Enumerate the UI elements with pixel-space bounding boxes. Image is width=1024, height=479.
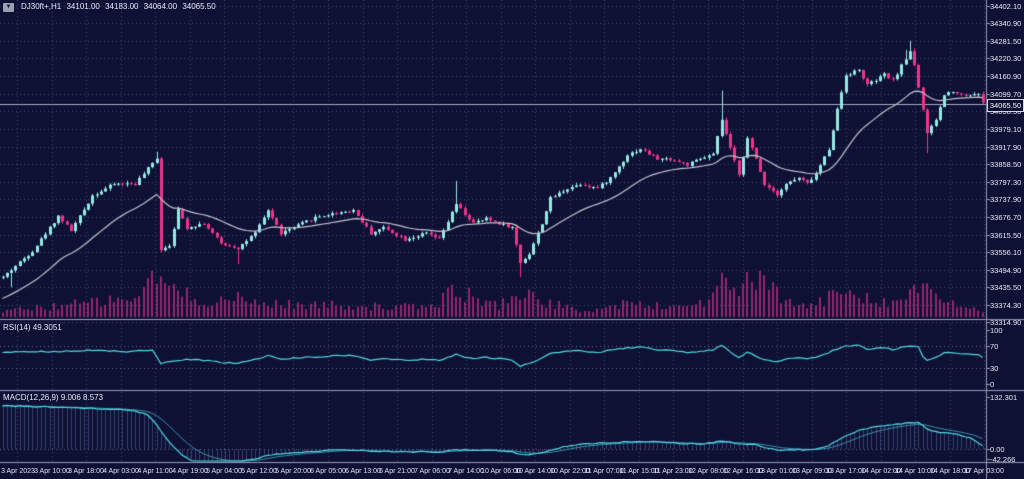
symbol-marker-icon: ▼	[3, 2, 14, 12]
rsi-axis-label: 30	[990, 364, 999, 373]
price-axis-label: 33314.90	[990, 318, 1022, 327]
macd-panel-label: MACD(12,26,9) 9.006 8.573	[3, 393, 103, 403]
price-axis-label: 34160.90	[990, 72, 1022, 81]
time-axis-label: 3 Apr 2023	[1, 468, 35, 475]
low-value: 34064.00	[143, 2, 178, 11]
price-axis-label: 33917.90	[990, 143, 1022, 152]
price-axis-label: 34340.90	[990, 19, 1022, 28]
time-axis-label: 7 Apr 14:00	[448, 468, 484, 475]
rsi-axis-label: 100	[990, 326, 1003, 335]
time-axis-label: 12 Apr 08:00	[688, 468, 728, 475]
high-value: 34183.00	[105, 2, 139, 11]
time-axis-label: 3 Apr 18:00	[68, 468, 104, 475]
price-axis-label: 33435.50	[990, 283, 1022, 292]
rsi-name: RSI(14)	[3, 323, 31, 332]
time-axis-label: 11 Apr 15:00	[619, 468, 659, 475]
price-axis-label: 34220.30	[990, 54, 1022, 63]
time-axis-label: 10 Apr 22:00	[550, 468, 590, 475]
price-axis-label: 33797.30	[990, 178, 1022, 187]
time-axis-label: 12 Apr 16:00	[723, 468, 763, 475]
time-axis-label: 4 Apr 03:00	[103, 468, 139, 475]
time-axis-label: 6 Apr 21:00	[379, 468, 415, 475]
time-axis-label: 11 Apr 23:00	[653, 468, 693, 475]
rsi-axis-label: 0	[990, 380, 995, 389]
symbol-ohlc-line: DJ30ft+,H1 34101.00 34183.00 34064.00 34…	[18, 2, 216, 12]
price-axis-label: 34402.10	[990, 2, 1022, 11]
price-axis-label: 33979.10	[990, 125, 1022, 134]
price-axis-label: 33737.90	[990, 195, 1022, 204]
time-axis-label: 6 Apr 05:00	[310, 468, 346, 475]
time-axis-label: 6 Apr 13:00	[345, 468, 381, 475]
time-axis-label: 5 Apr 12:00	[241, 468, 277, 475]
price-axis-label: 33676.70	[990, 213, 1022, 222]
time-axis-label: 14 Apr 18:00	[930, 468, 970, 475]
time-axis-label: 13 Apr 01:00	[757, 468, 797, 475]
time-axis-label: 14 Apr 02:00	[861, 468, 901, 475]
time-axis-label: 3 Apr 10:00	[34, 468, 70, 475]
chart-header: ▼ DJ30ft+,H1 34101.00 34183.00 34064.00 …	[3, 2, 216, 12]
time-axis-label: 14 Apr 10:00	[895, 468, 935, 475]
symbol-timeframe: DJ30ft+,H1	[21, 2, 62, 11]
close-value: 34065.50	[182, 2, 216, 11]
macd-name: MACD(12,26,9)	[3, 393, 59, 402]
rsi-axis-label: 70	[990, 342, 999, 351]
macd-values: 9.006 8.573	[60, 393, 104, 402]
time-axis-label: 7 Apr 06:00	[414, 468, 450, 475]
price-axis-label: 34281.50	[990, 37, 1022, 46]
time-axis-label: 5 Apr 04:00	[206, 468, 242, 475]
price-axis-label: 34099.70	[990, 90, 1022, 99]
price-axis-label: 33374.30	[990, 301, 1022, 310]
time-axis-label: 17 Apr 03:00	[964, 468, 1004, 475]
macd-axis-label: 132.301	[990, 393, 1018, 402]
time-axis-label: 10 Apr 14:00	[515, 468, 555, 475]
time-axis-label: 11 Apr 07:00	[584, 468, 624, 475]
macd-axis-label: 0.00	[990, 445, 1005, 454]
time-axis-label: 13 Apr 17:00	[826, 468, 866, 475]
time-axis-label: 13 Apr 09:00	[792, 468, 832, 475]
rsi-value: 49.3051	[32, 323, 62, 332]
rsi-panel-label: RSI(14) 49.3051	[3, 323, 62, 333]
time-axis-label: 10 Apr 06:00	[481, 468, 521, 475]
price-axis-label: 33615.50	[990, 231, 1022, 240]
time-axis-label: 4 Apr 11:00	[137, 468, 173, 475]
price-axis-label: 33556.10	[990, 248, 1022, 257]
price-axis-label: 33494.90	[990, 266, 1022, 275]
open-value: 34101.00	[66, 2, 100, 11]
time-axis-label: 5 Apr 20:00	[275, 468, 311, 475]
price-axis-label: 33858.50	[990, 160, 1022, 169]
time-axis-label: 4 Apr 19:00	[172, 468, 208, 475]
macd-axis-label: -42.266	[990, 455, 1016, 464]
current-price-label: 34065.50	[987, 99, 1024, 112]
